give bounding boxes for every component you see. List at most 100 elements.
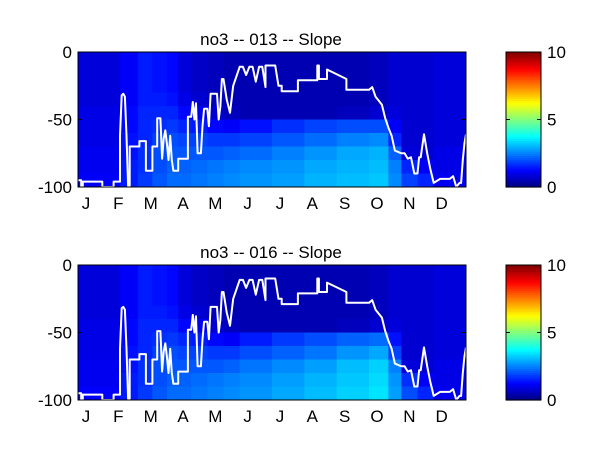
colorbar-segment	[506, 393, 541, 397]
heatmap-cell	[191, 79, 208, 93]
y-tick-label: 0	[63, 43, 72, 62]
colorbar-segment	[506, 176, 541, 180]
colorbar-segment	[506, 94, 541, 97]
month-label: J	[276, 194, 285, 213]
colorbar-segment	[506, 381, 541, 384]
heatmap-cell	[239, 106, 273, 120]
heatmap-cell	[166, 52, 179, 66]
month-label: F	[113, 194, 123, 213]
heatmap-cell	[272, 373, 305, 387]
heatmap-cell	[401, 265, 418, 279]
heatmap-cell	[433, 278, 467, 293]
heatmap-cell	[223, 173, 241, 188]
heatmap-cell	[207, 332, 224, 347]
heatmap-cell	[137, 65, 153, 80]
heatmap-cell	[336, 319, 370, 333]
colorbar-segment	[506, 378, 541, 382]
month-label: A	[177, 194, 189, 213]
heatmap-cell	[239, 146, 273, 161]
heatmap-cell	[152, 79, 168, 93]
heatmap-cell	[272, 346, 305, 360]
colorbar-segment	[506, 368, 541, 372]
heatmap-cell	[207, 146, 224, 161]
heatmap-cell	[272, 173, 305, 188]
heatmap-cell	[78, 106, 121, 120]
heatmap-cell	[239, 265, 273, 279]
heatmap-cell	[369, 119, 389, 134]
heatmap-cell	[272, 278, 305, 293]
heatmap-cell	[336, 346, 370, 360]
colorbar-segment	[506, 334, 541, 338]
heatmap-cell	[304, 133, 338, 147]
heatmap-cell	[388, 52, 402, 66]
heatmap-cell	[166, 65, 179, 80]
heatmap-cell	[336, 386, 370, 401]
heatmap-cell	[369, 373, 389, 387]
heatmap-cell	[388, 359, 402, 374]
heatmap-cell	[401, 79, 418, 93]
y-tick-label: -50	[47, 324, 72, 343]
heatmap-cell	[166, 386, 179, 401]
heatmap-cell	[304, 92, 338, 107]
heatmap-cell	[152, 146, 168, 161]
heatmap-cell	[166, 359, 179, 374]
month-label: M	[208, 407, 222, 426]
heatmap-cell	[137, 133, 153, 147]
heatmap-cell	[178, 160, 192, 174]
heatmap-cell	[417, 319, 435, 333]
month-label: J	[276, 407, 285, 426]
heatmap-cell	[304, 319, 338, 333]
heatmap-cell	[433, 346, 467, 360]
heatmap-cell	[272, 65, 305, 80]
colorbar-segment	[506, 159, 541, 163]
heatmap-cell	[223, 52, 241, 66]
colorbar-segment	[506, 290, 541, 294]
heatmap-cell	[388, 386, 402, 401]
heatmap-cell	[272, 386, 305, 401]
heatmap-cell	[369, 386, 389, 401]
heatmap-cell	[388, 119, 402, 134]
heatmap-cell	[178, 173, 192, 188]
heatmap-cell	[239, 373, 273, 387]
heatmap-cell	[178, 278, 192, 293]
heatmap-cell	[137, 319, 153, 333]
heatmap-cell	[369, 160, 389, 174]
y-tick-label: 0	[63, 256, 72, 275]
colorbar-segment	[506, 340, 541, 344]
colorbar-segment	[506, 104, 541, 108]
colorbar-segment	[506, 338, 541, 342]
heatmap-cell	[433, 52, 467, 66]
colorbar-segment	[506, 359, 541, 363]
chart-title: no3 -- 013 -- Slope	[200, 30, 342, 49]
heatmap-cell	[336, 133, 370, 147]
heatmap-cell	[417, 292, 435, 306]
colorbar-tick-label: 5	[547, 111, 556, 130]
heatmap-cell	[388, 332, 402, 347]
colorbar-segment	[506, 79, 541, 83]
heatmap-cell	[223, 386, 241, 401]
colorbar-segment	[506, 294, 541, 298]
heatmap-cell	[166, 346, 179, 360]
heatmap-cell	[223, 133, 241, 147]
heatmap-cell	[137, 346, 153, 360]
heatmap-cell	[369, 332, 389, 347]
heatmap-cell	[120, 292, 139, 306]
colorbar-segment	[506, 324, 541, 327]
heatmap-cell	[223, 146, 241, 161]
heatmap-cell	[433, 332, 467, 347]
colorbar-segment	[506, 300, 541, 304]
heatmap-cell	[401, 319, 418, 333]
heatmap-cell	[401, 305, 418, 320]
heatmap-cell	[191, 52, 208, 66]
colorbar-segment	[506, 328, 541, 331]
colorbar-segment	[506, 389, 541, 393]
heatmap-cell	[417, 265, 435, 279]
heatmap-cell	[120, 332, 139, 347]
heatmap-cell	[417, 79, 435, 93]
colorbar-segment	[506, 153, 541, 156]
month-label: A	[307, 194, 319, 213]
heatmap-cell	[191, 278, 208, 293]
colorbar-segment	[506, 302, 541, 306]
